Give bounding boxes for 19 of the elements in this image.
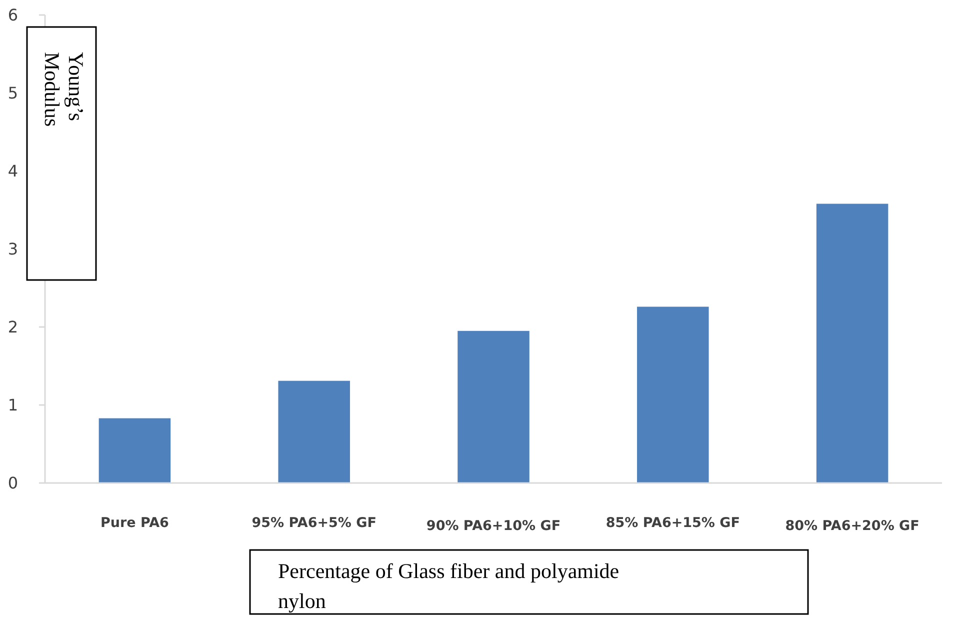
bar [98, 418, 171, 483]
x-tick-label: 90% PA6+10% GF [426, 518, 561, 534]
y-tick-label: 1 [8, 396, 18, 415]
x-tick-label: 80% PA6+20% GF [785, 518, 920, 534]
x-axis-title: Percentage of Glass fiber and polyamide nylon [278, 559, 620, 613]
y-tick-label: 4 [8, 162, 18, 181]
x-tick-label: Pure PA6 [100, 515, 169, 531]
bar [458, 330, 530, 483]
bar [637, 306, 709, 483]
y-tick-label: 0 [8, 474, 18, 493]
y-tick-label: 6 [8, 6, 18, 25]
y-axis-title: Young’s Modulus [40, 52, 88, 127]
x-tick-label: 85% PA6+15% GF [606, 515, 740, 531]
y-tick-label: 5 [8, 84, 18, 103]
bar [816, 204, 888, 483]
y-tick-label: 2 [8, 318, 18, 337]
x-tick-label: 95% PA6+5% GF [252, 515, 376, 531]
y-tick-label: 3 [8, 240, 18, 259]
bar [278, 380, 350, 483]
